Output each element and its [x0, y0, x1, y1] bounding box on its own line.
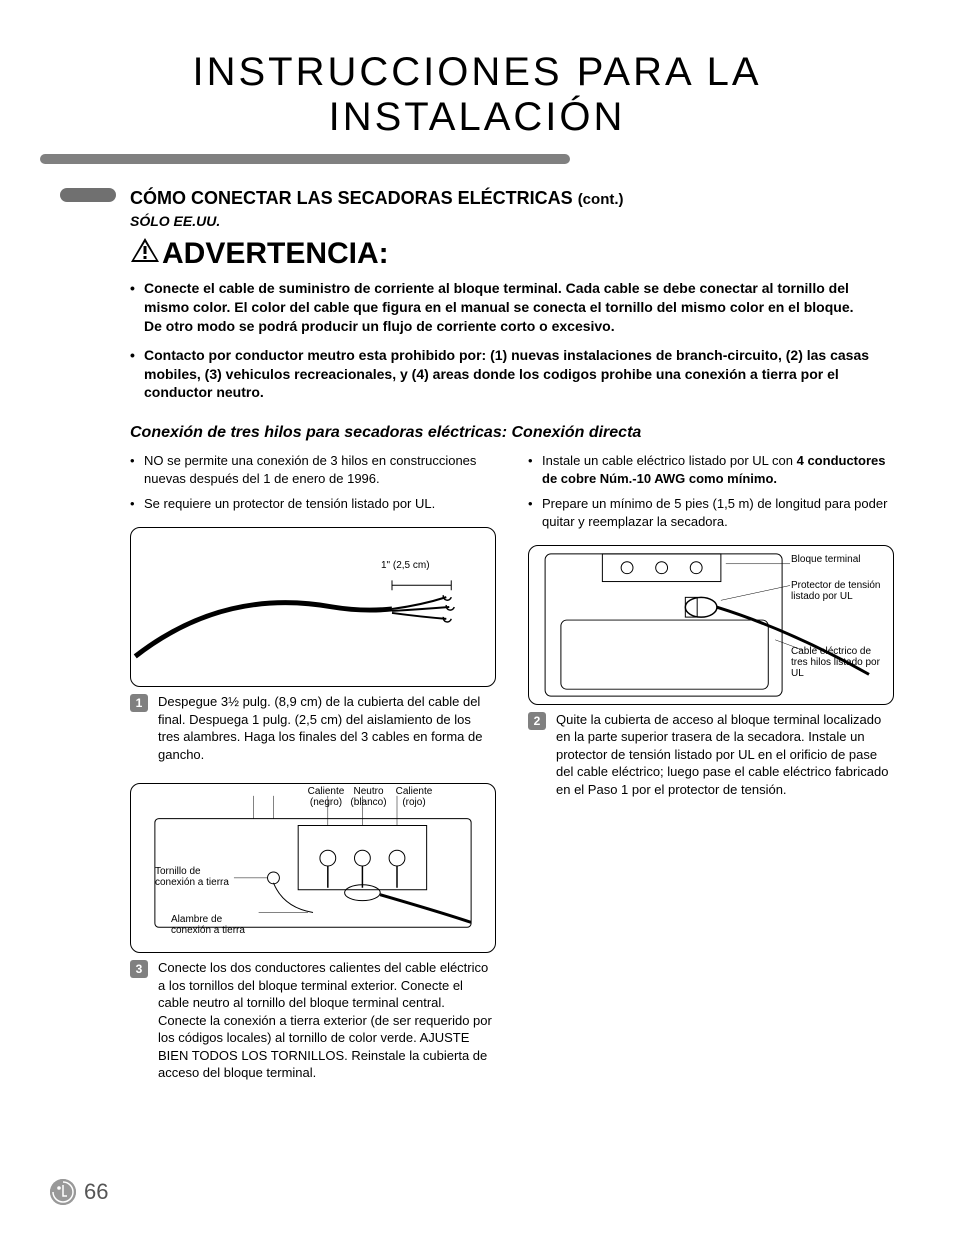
right-bullet-list: Instale un cable eléctrico listado por U…	[528, 452, 894, 530]
step-3: 3 Conecte los dos conductores calientes …	[130, 959, 496, 1082]
fig3-label-ground-screw: Tornillo de conexión a tierra	[155, 866, 235, 888]
warning-label: ADVERTENCIA:	[162, 237, 389, 271]
content-area: CÓMO CONECTAR LAS SECADORAS ELÉCTRICAS (…	[60, 188, 894, 1102]
figure-2: Bloque terminal Protector de tensión lis…	[528, 545, 894, 705]
warning-bullet-list: Conecte el cable de suministro de corrie…	[130, 279, 894, 402]
left-column: NO se permite una conexión de 3 hilos en…	[130, 452, 496, 1102]
figure-1: 1" (2,5 cm)	[130, 527, 496, 687]
fig1-measurement: 1" (2,5 cm)	[381, 560, 430, 571]
warning-icon	[130, 237, 160, 271]
divider-bar	[40, 154, 570, 164]
side-tab	[60, 188, 116, 202]
fig2-label-terminal: Bloque terminal	[791, 554, 881, 565]
step-2: 2 Quite la cubierta de acceso al bloque …	[528, 711, 894, 799]
list-item: Prepare un mínimo de 5 pies (1,5 m) de l…	[528, 495, 894, 530]
list-item: Instale un cable eléctrico listado por U…	[528, 452, 894, 487]
page-number: 66	[84, 1179, 108, 1205]
fig3-label-neutral: Neutro (blanco)	[346, 786, 391, 808]
warning-bullet: Contacto por conductor meutro esta prohi…	[130, 346, 874, 403]
warning-bullet: Conecte el cable de suministro de corrie…	[130, 279, 874, 336]
section-subtitle: SÓLO EE.UU.	[130, 213, 894, 229]
left-bullet-list: NO se permite una conexión de 3 hilos en…	[130, 452, 496, 513]
warning-heading: ADVERTENCIA:	[130, 237, 894, 271]
page-title: INSTRUCCIONES PARA LA INSTALACIÓN	[60, 50, 894, 140]
fig3-label-hot-black: Caliente (negro)	[301, 786, 351, 808]
step-number: 1	[130, 694, 148, 712]
fig3-label-ground-wire: Alambre de conexión a tierra	[171, 914, 261, 936]
step-number: 3	[130, 960, 148, 978]
section-title: CÓMO CONECTAR LAS SECADORAS ELÉCTRICAS (…	[130, 188, 894, 209]
fig2-label-protector: Protector de tensión listado por UL	[791, 580, 886, 602]
fig3-label-hot-red: Caliente (rojo)	[389, 786, 439, 808]
step-number: 2	[528, 712, 546, 730]
section-title-cont: (cont.)	[578, 191, 624, 208]
section-header: CÓMO CONECTAR LAS SECADORAS ELÉCTRICAS (…	[130, 188, 894, 209]
list-item: NO se permite una conexión de 3 hilos en…	[130, 452, 496, 487]
lg-logo-icon	[50, 1179, 76, 1205]
two-column-layout: NO se permite una conexión de 3 hilos en…	[130, 452, 894, 1102]
right-column: Instale un cable eléctrico listado por U…	[528, 452, 894, 1102]
sub-heading: Conexión de tres hilos para secadoras el…	[130, 424, 894, 442]
list-item: Se requiere un protector de tensión list…	[130, 495, 496, 513]
step-text: Conecte los dos conductores calientes de…	[158, 959, 496, 1082]
fig2-label-cable: Cable eléctrico de tres hilos listado po…	[791, 646, 886, 679]
step-text: Quite la cubierta de acceso al bloque te…	[556, 711, 894, 799]
figure-3: Caliente (negro) Neutro (blanco) Calient…	[130, 783, 496, 953]
section-title-main: CÓMO CONECTAR LAS SECADORAS ELÉCTRICAS	[130, 188, 578, 208]
page-footer: 66	[50, 1179, 108, 1205]
step-text: Despegue 3½ pulg. (8,9 cm) de la cubiert…	[158, 693, 496, 763]
step-1: 1 Despegue 3½ pulg. (8,9 cm) de la cubie…	[130, 693, 496, 763]
